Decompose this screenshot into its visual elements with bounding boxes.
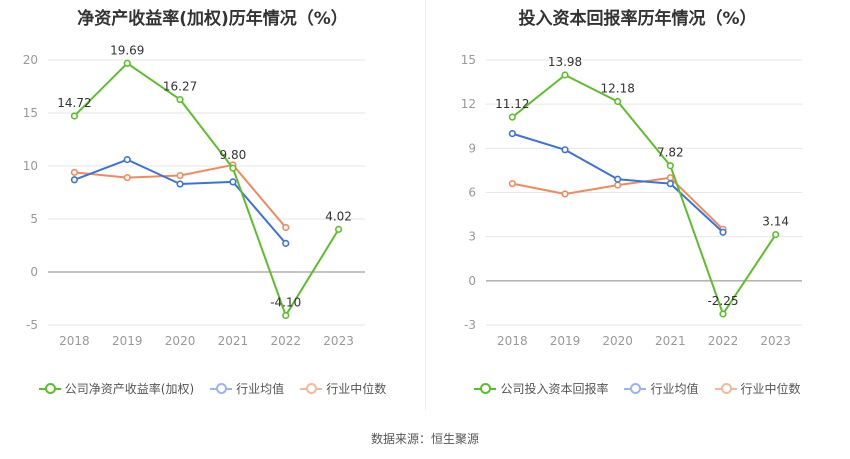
legend-label: 行业中位数: [326, 382, 387, 396]
x-tick-label: 2018: [497, 334, 528, 348]
panel-divider: [425, 0, 426, 410]
x-tick-label: 2019: [112, 334, 143, 348]
x-tick-label: 2021: [655, 334, 686, 348]
legend-item-industry-avg[interactable]: 行业均值: [624, 380, 699, 397]
data-label: 4.02: [325, 209, 352, 223]
data-label: 11.12: [495, 97, 529, 111]
data-point-industry_avg[interactable]: [561, 146, 569, 154]
data-point-company[interactable]: [666, 162, 674, 170]
data-point-industry_avg[interactable]: [282, 239, 290, 247]
series-line-company: [73, 62, 340, 317]
data-point-industry_median[interactable]: [282, 223, 290, 232]
series-line-company: [511, 74, 777, 315]
chart-legend: 公司净资产收益率(加权) 行业均值 行业中位数: [0, 380, 425, 397]
y-tick-label: 20: [23, 53, 38, 67]
legend-item-company[interactable]: 公司净资产收益率(加权): [38, 380, 195, 397]
data-point-company[interactable]: [282, 311, 290, 320]
data-point-industry_median[interactable]: [176, 171, 184, 180]
data-point-company[interactable]: [176, 95, 184, 104]
y-tick-label: 15: [23, 106, 38, 120]
legend-label: 行业中位数: [740, 382, 801, 396]
legend-label: 行业均值: [650, 382, 699, 396]
data-point-industry_avg[interactable]: [123, 156, 131, 164]
data-point-industry_avg[interactable]: [666, 180, 674, 188]
legend-label: 行业均值: [236, 382, 285, 396]
data-source-note: 数据来源：恒生聚源: [370, 432, 479, 446]
data-label: 19.69: [110, 43, 144, 57]
y-tick-label: 6: [468, 186, 476, 200]
legend-swatch-industry-avg: [210, 382, 233, 394]
data-label: 7.82: [657, 146, 684, 160]
legend-swatch-company: [474, 382, 497, 394]
data-point-industry_median[interactable]: [70, 168, 79, 176]
x-tick-label: 2020: [602, 334, 633, 348]
legend-swatch-industry-median: [714, 382, 737, 394]
legend-swatch-company: [38, 382, 61, 394]
data-point-company[interactable]: [70, 112, 79, 120]
data-point-company[interactable]: [229, 164, 237, 172]
y-tick-label: 0: [468, 274, 476, 288]
x-tick-label: 2020: [165, 334, 196, 348]
data-label: -4.10: [270, 295, 301, 309]
x-tick-label: 2021: [218, 334, 249, 348]
legend-label: 公司投入资本回报率: [500, 382, 609, 396]
y-tick-label: -5: [26, 318, 38, 332]
y-tick-label: 10: [23, 159, 38, 173]
data-label: 14.72: [57, 96, 91, 110]
legend-swatch-industry-median: [300, 382, 323, 394]
legend-item-industry-median[interactable]: 行业中位数: [714, 380, 801, 397]
x-tick-label: 2022: [270, 334, 301, 348]
legend-label: 公司净资产收益率(加权): [64, 382, 195, 396]
y-tick-label: 3: [468, 230, 476, 244]
data-point-company[interactable]: [508, 113, 516, 121]
chart-title: 净资产收益率(加权)历年情况（%）: [77, 9, 348, 29]
roic-chart-plot: 15 12 9 6 3 0 -3 2018 2019 2020 2021 2022 2023 11.12 1…: [461, 53, 802, 348]
data-point-industry_median[interactable]: [666, 174, 674, 182]
legend-item-industry-avg[interactable]: 行业均值: [210, 380, 284, 397]
roe-chart-plot: 20 15 10 5 0 -5 2018 2019 2020 2021 2022 2023 14.72 1…: [23, 43, 365, 348]
data-label: 13.98: [548, 55, 582, 69]
data-point-company[interactable]: [123, 59, 131, 67]
x-tick-label: 2018: [59, 334, 90, 348]
data-point-industry_median[interactable]: [508, 180, 516, 188]
data-point-industry_avg[interactable]: [176, 180, 184, 188]
data-label: 12.18: [600, 82, 634, 96]
data-point-company[interactable]: [561, 71, 569, 79]
data-point-industry_avg[interactable]: [508, 130, 516, 138]
data-point-company[interactable]: [719, 310, 727, 318]
y-tick-label: 15: [461, 53, 476, 67]
x-tick-label: 2023: [760, 334, 791, 348]
y-tick-label: 9: [468, 141, 476, 155]
x-tick-label: 2019: [550, 334, 581, 348]
roic-chart-panel: 投入资本回报率历年情况（%） 15 12 9 6 3 0 -3 2018 2019 2020 202…: [425, 0, 850, 410]
legend-item-industry-median[interactable]: 行业中位数: [300, 380, 386, 397]
x-tick-label: 2023: [323, 334, 354, 348]
roe-chart-panel: 净资产收益率(加权)历年情况（%） 20 15 10 5 0 -5 2018 2019 2020…: [0, 0, 425, 410]
y-tick-label: -3: [464, 318, 476, 332]
data-label: -2.25: [707, 294, 738, 308]
data-point-industry_avg[interactable]: [70, 176, 79, 184]
data-point-company[interactable]: [772, 231, 780, 239]
y-tick-label: 0: [30, 265, 38, 279]
data-point-industry_avg[interactable]: [229, 178, 237, 186]
data-label: 16.27: [163, 80, 197, 94]
legend-item-company[interactable]: 公司投入资本回报率: [474, 380, 608, 397]
data-point-industry_median[interactable]: [561, 190, 569, 198]
data-label: 3.14: [762, 215, 789, 229]
y-tick-label: 5: [30, 212, 38, 226]
data-point-industry_avg[interactable]: [614, 175, 622, 183]
data-point-company[interactable]: [614, 97, 622, 106]
data-point-company[interactable]: [334, 225, 343, 233]
data-point-industry_avg[interactable]: [719, 228, 727, 236]
data-point-industry_median[interactable]: [123, 174, 131, 182]
y-tick-label: 12: [461, 97, 476, 111]
legend-swatch-industry-avg: [624, 382, 647, 394]
data-label: 9.80: [220, 148, 247, 162]
x-tick-label: 2022: [708, 334, 739, 348]
chart-legend: 公司投入资本回报率 行业均值 行业中位数: [425, 380, 850, 397]
data-point-industry_median[interactable]: [614, 181, 622, 189]
chart-title: 投入资本回报率历年情况（%）: [518, 9, 757, 29]
